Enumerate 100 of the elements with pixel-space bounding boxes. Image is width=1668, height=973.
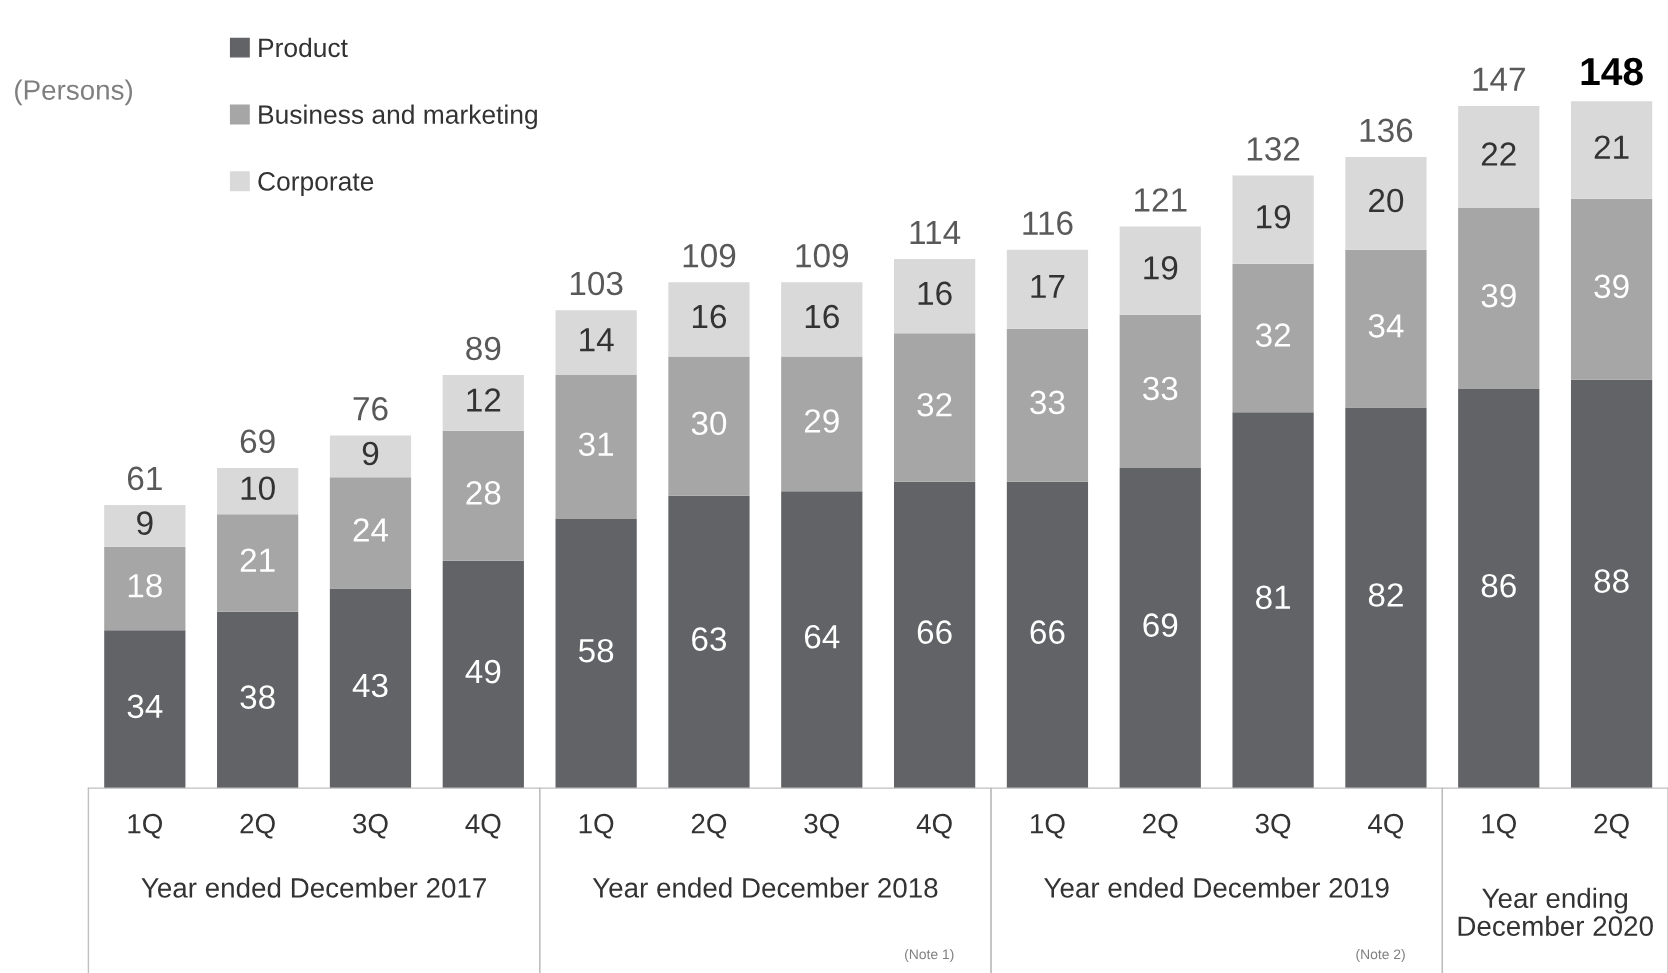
data-label: 39: [1594, 274, 1629, 299]
bar: [1119, 314, 1201, 468]
bar: [1232, 175, 1314, 264]
total-label: 132: [1247, 137, 1300, 161]
bar: [668, 282, 750, 357]
bar: [1119, 226, 1201, 315]
data-label: 33: [1143, 376, 1178, 401]
data-label: 21: [240, 548, 275, 572]
bar: [104, 505, 186, 547]
data-label: 32: [1255, 323, 1290, 347]
data-label: 29: [804, 409, 839, 433]
data-label: 19: [1257, 204, 1291, 229]
data-label: 66: [1030, 620, 1065, 644]
data-label: 81: [1256, 585, 1291, 610]
data-label: 12: [467, 388, 501, 412]
total-label: 109: [796, 243, 849, 268]
data-label: 34: [127, 694, 163, 719]
data-label: 18: [128, 573, 162, 598]
bar: [781, 491, 863, 789]
x-tick-label: 2Q: [1594, 813, 1629, 839]
data-label: 24: [353, 518, 389, 542]
x-tick-label: 1Q: [128, 813, 163, 839]
x-tick-label: 1Q: [1482, 813, 1516, 839]
data-label: 22: [1481, 142, 1516, 166]
text: Year ended December 2019: [1044, 877, 1389, 898]
data-label: 34: [1368, 314, 1404, 338]
data-label: 28: [466, 481, 501, 505]
bar: [1345, 249, 1427, 408]
x-tick-label: 3Q: [353, 813, 388, 839]
bar: [1232, 412, 1314, 789]
bar: [781, 282, 863, 357]
legend-label: Business and marketing: [259, 104, 537, 130]
x-tick-label: 2Q: [1143, 813, 1178, 839]
text: Year ended December 2017: [141, 877, 486, 898]
data-label: 33: [1030, 390, 1065, 415]
data-label: 20: [1369, 188, 1404, 213]
bar: [1345, 407, 1427, 789]
data-label: 16: [692, 304, 727, 329]
data-label: 31: [578, 432, 614, 456]
bar: [894, 259, 976, 334]
total-label: 61: [127, 466, 162, 491]
text: Year ended December 2018: [592, 877, 938, 898]
data-label: 16: [805, 304, 839, 329]
data-label: 64: [804, 624, 840, 649]
bar: [329, 477, 412, 589]
x-tick-label: 2Q: [691, 813, 727, 839]
data-label: 14: [580, 328, 614, 352]
bar: [1570, 198, 1653, 380]
y-axis-title: (Persons): [15, 79, 133, 106]
text: Year ending December 2020: [1458, 887, 1653, 937]
data-label: 9: [362, 441, 379, 466]
legend-label: Corporate: [258, 172, 374, 196]
data-label: 38: [240, 685, 275, 709]
bar: [555, 518, 637, 789]
x-tick-label: 1Q: [579, 813, 614, 839]
data-label: 82: [1368, 583, 1403, 607]
data-label: 19: [1144, 256, 1178, 280]
bar: [894, 333, 976, 482]
x-tick-label: 4Q: [916, 813, 952, 839]
text: (Note 2): [1356, 949, 1405, 962]
data-label: 69: [1143, 613, 1178, 637]
bar: [217, 611, 299, 789]
bar: [668, 356, 750, 496]
data-label: 63: [692, 627, 727, 651]
bar: [1006, 481, 1089, 789]
bar: [1232, 263, 1314, 413]
bar: [894, 481, 976, 789]
data-label: 58: [578, 638, 614, 663]
x-tick-label: 1Q: [1031, 813, 1065, 839]
bar: [1458, 105, 1540, 209]
bar: [442, 375, 524, 431]
bar: [1570, 101, 1653, 199]
bar: [217, 514, 299, 612]
total-label: 109: [683, 243, 736, 268]
x-tick-label: 4Q: [465, 813, 501, 839]
bar: [217, 467, 299, 515]
total-label: 114: [910, 221, 961, 244]
data-label: 66: [917, 620, 952, 644]
total-label: 121: [1135, 188, 1187, 212]
bar: [1570, 379, 1653, 789]
data-label: 30: [691, 411, 727, 436]
x-tick-label: 3Q: [804, 813, 839, 839]
bar: [1119, 467, 1201, 789]
bar: [668, 495, 750, 789]
total-label: 76: [353, 397, 388, 421]
data-label: 32: [917, 392, 952, 417]
x-tick-label: 4Q: [1368, 813, 1404, 839]
data-label: 86: [1481, 573, 1516, 598]
bar: [555, 375, 637, 519]
total-label: 136: [1360, 118, 1413, 143]
x-tick-label: 3Q: [1255, 813, 1291, 839]
bar: [1006, 328, 1089, 482]
data-label: 17: [1031, 274, 1065, 298]
bar: [104, 630, 186, 789]
bar: [104, 546, 186, 631]
total-label: 116: [1023, 211, 1073, 235]
data-label: 16: [918, 281, 952, 306]
data-label: 9: [137, 511, 153, 535]
bar: [781, 356, 863, 492]
bar: [442, 430, 524, 561]
